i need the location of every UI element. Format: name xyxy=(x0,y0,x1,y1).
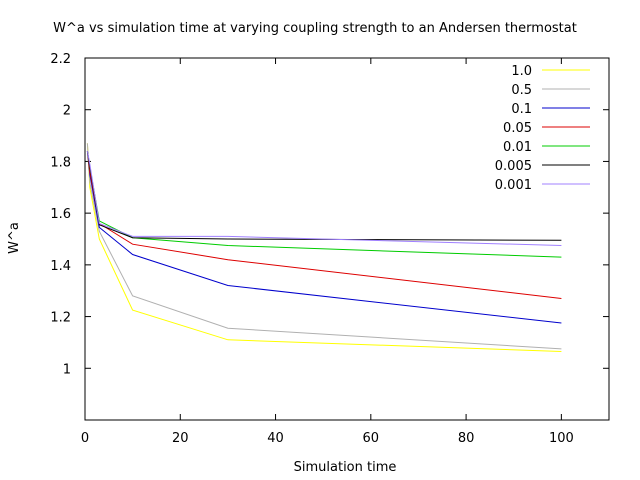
series-line-0.001 xyxy=(86,151,562,246)
y-tick-label: 1.8 xyxy=(50,155,71,170)
x-axis-label: Simulation time xyxy=(294,460,397,475)
y-tick-label: 1.4 xyxy=(50,259,71,274)
series-line-0.005 xyxy=(86,151,562,241)
x-axis-ticks: 0 20 40 60 80 100 xyxy=(81,58,574,446)
legend-label: 0.005 xyxy=(495,159,532,174)
y-axis-label: W^a xyxy=(7,222,22,254)
y-tick-label: 1.6 xyxy=(50,207,71,222)
series-line-0.01 xyxy=(86,151,562,258)
series-line-0.05 xyxy=(86,151,562,299)
legend-label: 1.0 xyxy=(511,64,532,79)
y-tick-label: 1 xyxy=(63,362,71,377)
y-tick-label: 2.2 xyxy=(50,52,71,67)
chart-title: W^a vs simulation time at varying coupli… xyxy=(53,21,577,36)
series-lines xyxy=(86,143,562,352)
legend: 1.0 0.5 0.1 0.05 0.01 0.005 0.001 xyxy=(495,64,590,193)
series-line-0.5 xyxy=(86,143,562,350)
y-tick-label: 2 xyxy=(63,104,71,119)
y-axis-ticks: 1 1.2 1.4 1.6 1.8 2 2.2 xyxy=(50,52,609,377)
x-tick-label: 80 xyxy=(458,431,475,446)
y-tick-label: 1.2 xyxy=(50,311,71,326)
plot-frame xyxy=(84,57,610,421)
x-tick-label: 20 xyxy=(172,431,189,446)
legend-label: 0.001 xyxy=(495,178,532,193)
x-tick-label: 40 xyxy=(267,431,284,446)
legend-label: 0.05 xyxy=(503,121,532,136)
series-line-0.1 xyxy=(86,151,562,324)
legend-label: 0.5 xyxy=(511,83,532,98)
series-line-1.0 xyxy=(86,143,562,352)
x-tick-label: 60 xyxy=(363,431,380,446)
legend-label: 0.01 xyxy=(503,140,532,155)
x-tick-label: 0 xyxy=(81,431,89,446)
x-tick-label: 100 xyxy=(549,431,574,446)
legend-label: 0.1 xyxy=(511,102,532,117)
